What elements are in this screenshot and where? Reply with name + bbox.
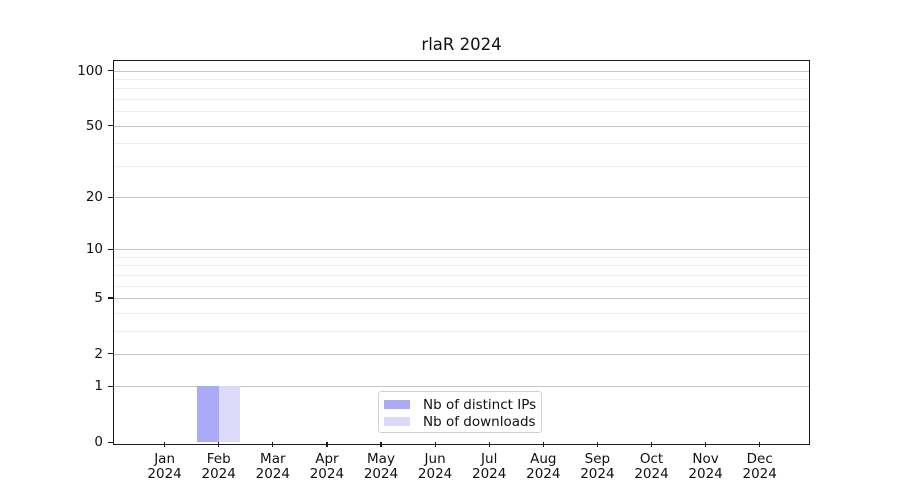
gridline-major-10 <box>114 249 809 251</box>
plot-area: 0 1 2 5 10 20 50 100 Jan 2024 Feb 2024 Mar 2024 Ap… <box>77 60 810 482</box>
bar-feb-distinct-ips <box>197 386 219 443</box>
gridline-major-5 <box>114 298 809 299</box>
y-tick-mark-5 <box>107 297 113 299</box>
y-tick-mark-20 <box>107 196 113 198</box>
gridline-minor-90 <box>114 79 809 81</box>
x-tick-mark-feb <box>218 442 220 448</box>
legend-label-downloads: Nb of downloads <box>423 413 536 430</box>
gridline-minor-30 <box>114 165 809 167</box>
x-tick-label-jul: Jul 2024 <box>472 451 507 482</box>
x-tick-mark-aug <box>542 442 544 448</box>
y-tick-label-20: 20 <box>85 189 103 206</box>
legend-item-distinct-ips: Nb of distinct IPs <box>384 396 541 413</box>
gridline-minor-6 <box>114 285 809 287</box>
gridline-major-50 <box>114 125 809 127</box>
x-tick-mark-jan <box>164 442 166 448</box>
x-tick-label-apr: Apr 2024 <box>309 451 345 482</box>
x-tick-label-nov: Nov 2024 <box>688 451 723 482</box>
legend-label-distinct-ips: Nb of distinct IPs <box>423 396 537 413</box>
x-tick-mark-mar <box>272 442 274 448</box>
y-tick-mark-2 <box>107 353 113 355</box>
legend: Nb of distinct IPs Nb of downloads <box>378 391 542 433</box>
gridline-major-20 <box>114 197 809 199</box>
x-tick-mark-dec <box>759 442 761 448</box>
gridline-minor-60 <box>114 111 809 113</box>
x-tick-mark-nov <box>705 442 707 448</box>
gridline-minor-7 <box>114 274 809 276</box>
gridline-major-100 <box>114 70 809 72</box>
y-tick-mark-100 <box>107 70 113 72</box>
x-tick-mark-apr <box>326 442 328 448</box>
x-tick-label-jan: Jan 2024 <box>147 451 182 482</box>
x-tick-mark-may <box>380 442 382 448</box>
legend-swatch-distinct-ips <box>384 400 410 409</box>
y-tick-label-100: 100 <box>77 62 103 79</box>
x-tick-label-aug: Aug 2024 <box>526 451 561 482</box>
y-tick-label-0: 0 <box>94 434 103 451</box>
y-tick-label-5: 5 <box>94 290 103 306</box>
y-tick-mark-50 <box>107 125 113 127</box>
gridline-minor-80 <box>114 88 809 90</box>
gridline-minor-3 <box>114 330 809 332</box>
x-tick-label-mar: Mar 2024 <box>255 451 290 482</box>
legend-swatch-downloads <box>384 417 410 426</box>
bar-feb-downloads <box>218 386 241 443</box>
gridline-minor-8 <box>114 265 809 267</box>
gridline-minor-9 <box>114 256 809 258</box>
x-tick-mark-jul <box>488 442 490 448</box>
gridline-major-1 <box>114 386 809 388</box>
legend-item-downloads: Nb of downloads <box>384 413 541 430</box>
y-tick-mark-0 <box>107 441 113 443</box>
y-tick-mark-10 <box>107 248 113 250</box>
y-tick-label-2: 2 <box>94 345 103 362</box>
y-tick-label-10: 10 <box>85 241 103 258</box>
gridline-minor-40 <box>114 143 809 145</box>
x-tick-mark-jun <box>434 442 436 448</box>
x-tick-label-feb: Feb 2024 <box>201 451 236 482</box>
gridline-minor-4 <box>114 312 809 314</box>
x-tick-label-jun: Jun 2024 <box>417 451 453 482</box>
x-tick-label-sep: Sep 2024 <box>580 451 615 482</box>
chart-title: rlaR 2024 <box>421 35 502 54</box>
x-tick-mark-sep <box>596 442 599 448</box>
x-tick-label-dec: Dec 2024 <box>742 451 777 482</box>
x-tick-label-may: May 2024 <box>363 451 399 482</box>
x-tick-label-oct: Oct 2024 <box>634 451 669 482</box>
gridline-major-2 <box>114 353 809 355</box>
gridline-minor-70 <box>114 99 809 101</box>
x-tick-mark-oct <box>650 442 653 448</box>
y-tick-label-1: 1 <box>94 378 103 395</box>
y-tick-mark-1 <box>107 385 113 388</box>
y-tick-label-50: 50 <box>85 117 103 134</box>
